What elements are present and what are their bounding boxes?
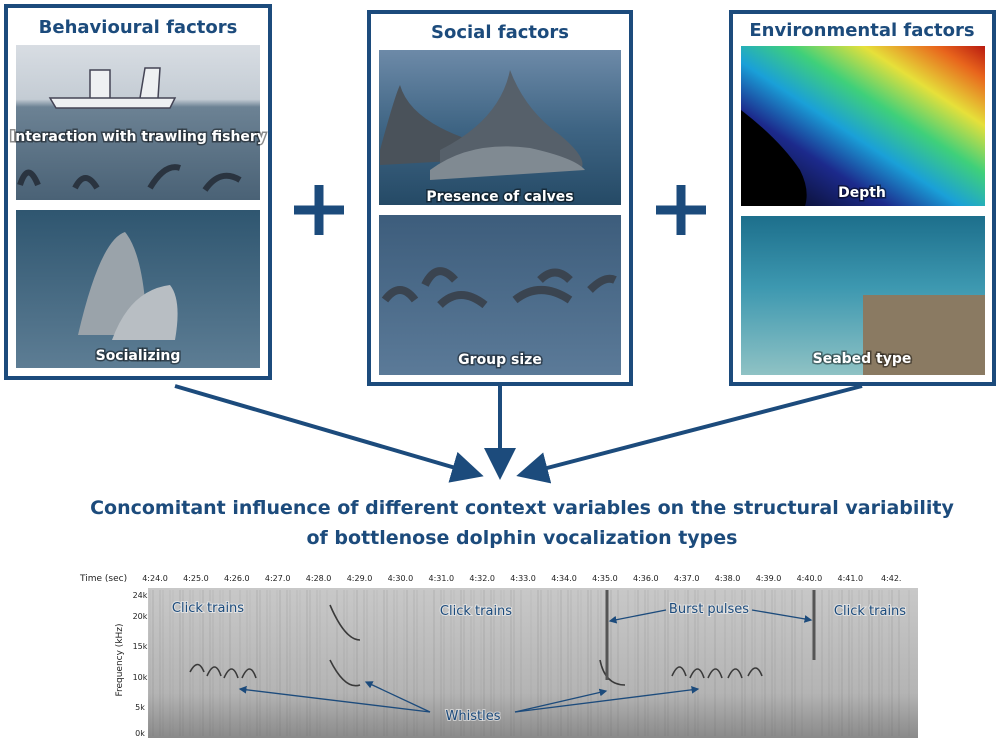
- arrows: [174, 384, 863, 484]
- dolphin: [112, 285, 178, 340]
- time-tick-label: 4:41.0: [837, 574, 863, 583]
- deep-area: [741, 110, 807, 206]
- photo: [379, 215, 621, 375]
- frequency-tick-label: 15k: [133, 642, 148, 651]
- click-noise: [149, 590, 910, 736]
- panel-title: Behavioural factors: [39, 17, 238, 38]
- time-tick-label: 4:26.0: [224, 574, 250, 583]
- annotation: Whistles: [446, 709, 501, 724]
- time-tick-label: 4:30.0: [388, 574, 414, 583]
- calf: [430, 146, 585, 180]
- frequency-tick-label: 24k: [133, 591, 148, 600]
- time-tick-label: 4:33.0: [510, 574, 536, 583]
- dolphins: [17, 164, 242, 192]
- time-tick-label: 4:25.0: [183, 574, 209, 583]
- photo-caption: Seabed type: [813, 351, 912, 367]
- time-tick-label: 4:31.0: [428, 574, 454, 583]
- time-tick-label: 4:24.0: [142, 574, 168, 583]
- axis-ticks: 4:24.0 4:25.0 4:26.0 4:27.0 4:28.0 4:29.0 4:30…: [133, 574, 902, 738]
- conclusion-line: of bottlenose dolphin vocalization types: [307, 527, 738, 549]
- photo-caption: Group size: [458, 352, 542, 368]
- photo-caption: Interaction with trawling fishery: [10, 129, 266, 145]
- photo-caption: Depth: [838, 185, 886, 201]
- trawler: [48, 67, 177, 109]
- conclusion-line: Concomitant influence of different conte…: [90, 497, 954, 519]
- time-tick-label: 4:38.0: [715, 574, 741, 583]
- time-tick-label: 4:40.0: [797, 574, 823, 583]
- photo-caption: Presence of calves: [426, 189, 573, 205]
- x-axis-label: Time (sec): [79, 574, 127, 584]
- panel-title: Environmental factors: [749, 20, 974, 41]
- time-tick-label: 4:34.0: [551, 574, 577, 583]
- frequency-tick-label: 5k: [135, 703, 145, 712]
- time-tick-label: 4:28.0: [306, 574, 332, 583]
- time-tick-label: 4:35.0: [592, 574, 618, 583]
- frequency-tick-label: 0k: [135, 729, 145, 738]
- time-tick-label: 4:27.0: [265, 574, 291, 583]
- time-tick-label: 4:36.0: [633, 574, 659, 583]
- seabed-inset: [863, 295, 985, 375]
- whistle-contours: [189, 604, 763, 687]
- frequency-tick-label: 20k: [133, 612, 148, 621]
- annotation: Click trains: [172, 601, 244, 616]
- spectrogram: [148, 588, 918, 738]
- dolphins: [381, 267, 617, 309]
- time-tick-label: 4:32.0: [469, 574, 495, 583]
- y-axis-label: Frequency (kHz): [115, 623, 125, 696]
- annotation: Click trains: [440, 604, 512, 619]
- time-tick-label: 4:37.0: [674, 574, 700, 583]
- annotation: Burst pulses: [669, 602, 749, 617]
- dolphin: [440, 70, 583, 175]
- time-tick-label: 4:39.0: [756, 574, 782, 583]
- frequency-tick-label: 10k: [133, 673, 148, 682]
- annotation: Click trains: [834, 604, 906, 619]
- time-tick-label: 4:29.0: [347, 574, 373, 583]
- time-tick-label: 4:42.: [881, 574, 902, 583]
- annotation-arrows: [238, 609, 813, 713]
- plus-sign: [656, 185, 706, 235]
- photo-caption: Socializing: [96, 348, 181, 364]
- panel-title: Social factors: [431, 22, 569, 43]
- plus-sign: [294, 185, 344, 235]
- dolphin: [380, 85, 470, 165]
